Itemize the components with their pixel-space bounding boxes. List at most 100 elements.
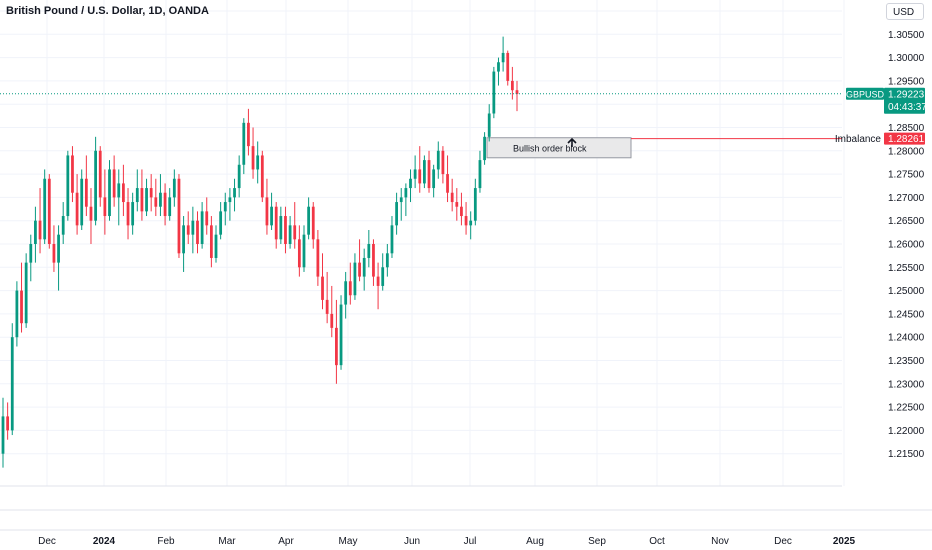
candle bbox=[242, 118, 246, 175]
candle-body bbox=[418, 169, 422, 184]
candle-body bbox=[348, 281, 352, 296]
candle-body bbox=[455, 202, 459, 207]
candle bbox=[358, 239, 361, 282]
y-tick-label: 1.23500 bbox=[888, 356, 925, 367]
candle-body bbox=[20, 290, 23, 324]
candle-body bbox=[135, 188, 139, 203]
candle bbox=[399, 188, 403, 221]
candle-body bbox=[98, 150, 102, 198]
candle-body bbox=[307, 206, 311, 235]
candle bbox=[10, 323, 14, 436]
candle bbox=[284, 206, 287, 254]
candle bbox=[483, 132, 486, 165]
candle-body bbox=[413, 169, 417, 179]
grid bbox=[0, 0, 845, 486]
candle-body bbox=[469, 220, 473, 226]
price-axis[interactable]: 1.21500 1.22000 1.22500 1.23000 1.23500 1.240… bbox=[846, 6, 927, 460]
candle bbox=[43, 169, 47, 244]
y-tick-label: 1.25000 bbox=[888, 286, 925, 297]
candle-body bbox=[367, 243, 371, 258]
candle bbox=[214, 225, 218, 263]
candle-body bbox=[126, 202, 130, 226]
candle-body bbox=[460, 206, 463, 217]
candle-body bbox=[186, 225, 190, 235]
candle-body bbox=[288, 225, 292, 244]
candle bbox=[404, 183, 408, 217]
candle bbox=[478, 150, 482, 193]
y-tick-label: 1.24000 bbox=[888, 333, 925, 344]
candle-body bbox=[84, 178, 88, 207]
candle-body bbox=[297, 239, 301, 268]
x-tick-label: Jul bbox=[464, 536, 477, 547]
candle bbox=[131, 192, 135, 235]
candle bbox=[492, 66, 496, 119]
candle-body bbox=[34, 220, 37, 244]
candle-body bbox=[478, 160, 482, 189]
y-tick-label: 1.30500 bbox=[888, 30, 925, 41]
candle-body bbox=[321, 276, 324, 300]
candle bbox=[6, 402, 10, 440]
candle bbox=[247, 108, 250, 156]
candle-body bbox=[501, 52, 505, 63]
candle bbox=[159, 174, 162, 217]
candle bbox=[353, 253, 357, 300]
candle bbox=[501, 36, 505, 72]
time-axis[interactable]: Dec 2024 Feb Mar Apr May Jun Jul Aug Sep Oct Nov Dec… bbox=[0, 485, 932, 547]
candle-body bbox=[497, 62, 500, 72]
candle-body bbox=[399, 197, 403, 203]
candle bbox=[149, 174, 153, 212]
candle-body bbox=[473, 188, 477, 221]
candle-body bbox=[339, 304, 343, 366]
candle bbox=[460, 192, 463, 226]
candle bbox=[441, 146, 445, 184]
candle-body bbox=[510, 80, 514, 91]
y-tick-label: 1.22500 bbox=[888, 403, 925, 414]
candle bbox=[163, 183, 167, 226]
candle-body bbox=[159, 192, 162, 207]
order-block-rect bbox=[486, 137, 632, 159]
candle bbox=[75, 174, 79, 235]
x-tick-label: 2025 bbox=[833, 536, 856, 547]
candle bbox=[126, 188, 130, 240]
candle-body bbox=[52, 243, 56, 263]
candle bbox=[71, 146, 74, 203]
candle bbox=[335, 299, 338, 384]
candle-body bbox=[61, 216, 65, 235]
candle-body bbox=[316, 239, 320, 277]
candle-body bbox=[71, 155, 74, 193]
candle bbox=[205, 197, 209, 235]
candle-body bbox=[15, 290, 19, 338]
candle-body bbox=[311, 206, 315, 240]
candle bbox=[228, 188, 232, 221]
candle-body bbox=[487, 113, 491, 137]
candle bbox=[385, 243, 389, 277]
candle bbox=[510, 66, 514, 100]
imbalance-price-bg bbox=[884, 132, 925, 145]
y-tick-label: 1.21500 bbox=[888, 449, 925, 460]
candle bbox=[473, 178, 477, 226]
candle bbox=[344, 271, 348, 319]
candle bbox=[339, 295, 343, 370]
candle-body bbox=[196, 220, 199, 244]
candle bbox=[390, 216, 394, 258]
x-tick-label: Apr bbox=[278, 536, 294, 547]
candle-body bbox=[335, 327, 338, 366]
candle bbox=[413, 155, 417, 189]
candle bbox=[145, 178, 148, 217]
candle-body bbox=[103, 197, 107, 217]
candle bbox=[497, 57, 500, 86]
candle-body bbox=[325, 299, 329, 314]
candle-body bbox=[66, 155, 70, 217]
candle bbox=[57, 225, 60, 291]
candle-body bbox=[117, 183, 121, 198]
candle-body bbox=[168, 197, 172, 217]
candle bbox=[256, 141, 260, 184]
candle bbox=[20, 262, 23, 333]
candle bbox=[24, 253, 28, 328]
currency-button[interactable]: USD bbox=[886, 3, 924, 20]
candle bbox=[84, 155, 88, 217]
symbol-tag: GBPUSD bbox=[846, 89, 885, 99]
x-tick-label: Nov bbox=[711, 536, 729, 547]
candle bbox=[487, 104, 491, 142]
